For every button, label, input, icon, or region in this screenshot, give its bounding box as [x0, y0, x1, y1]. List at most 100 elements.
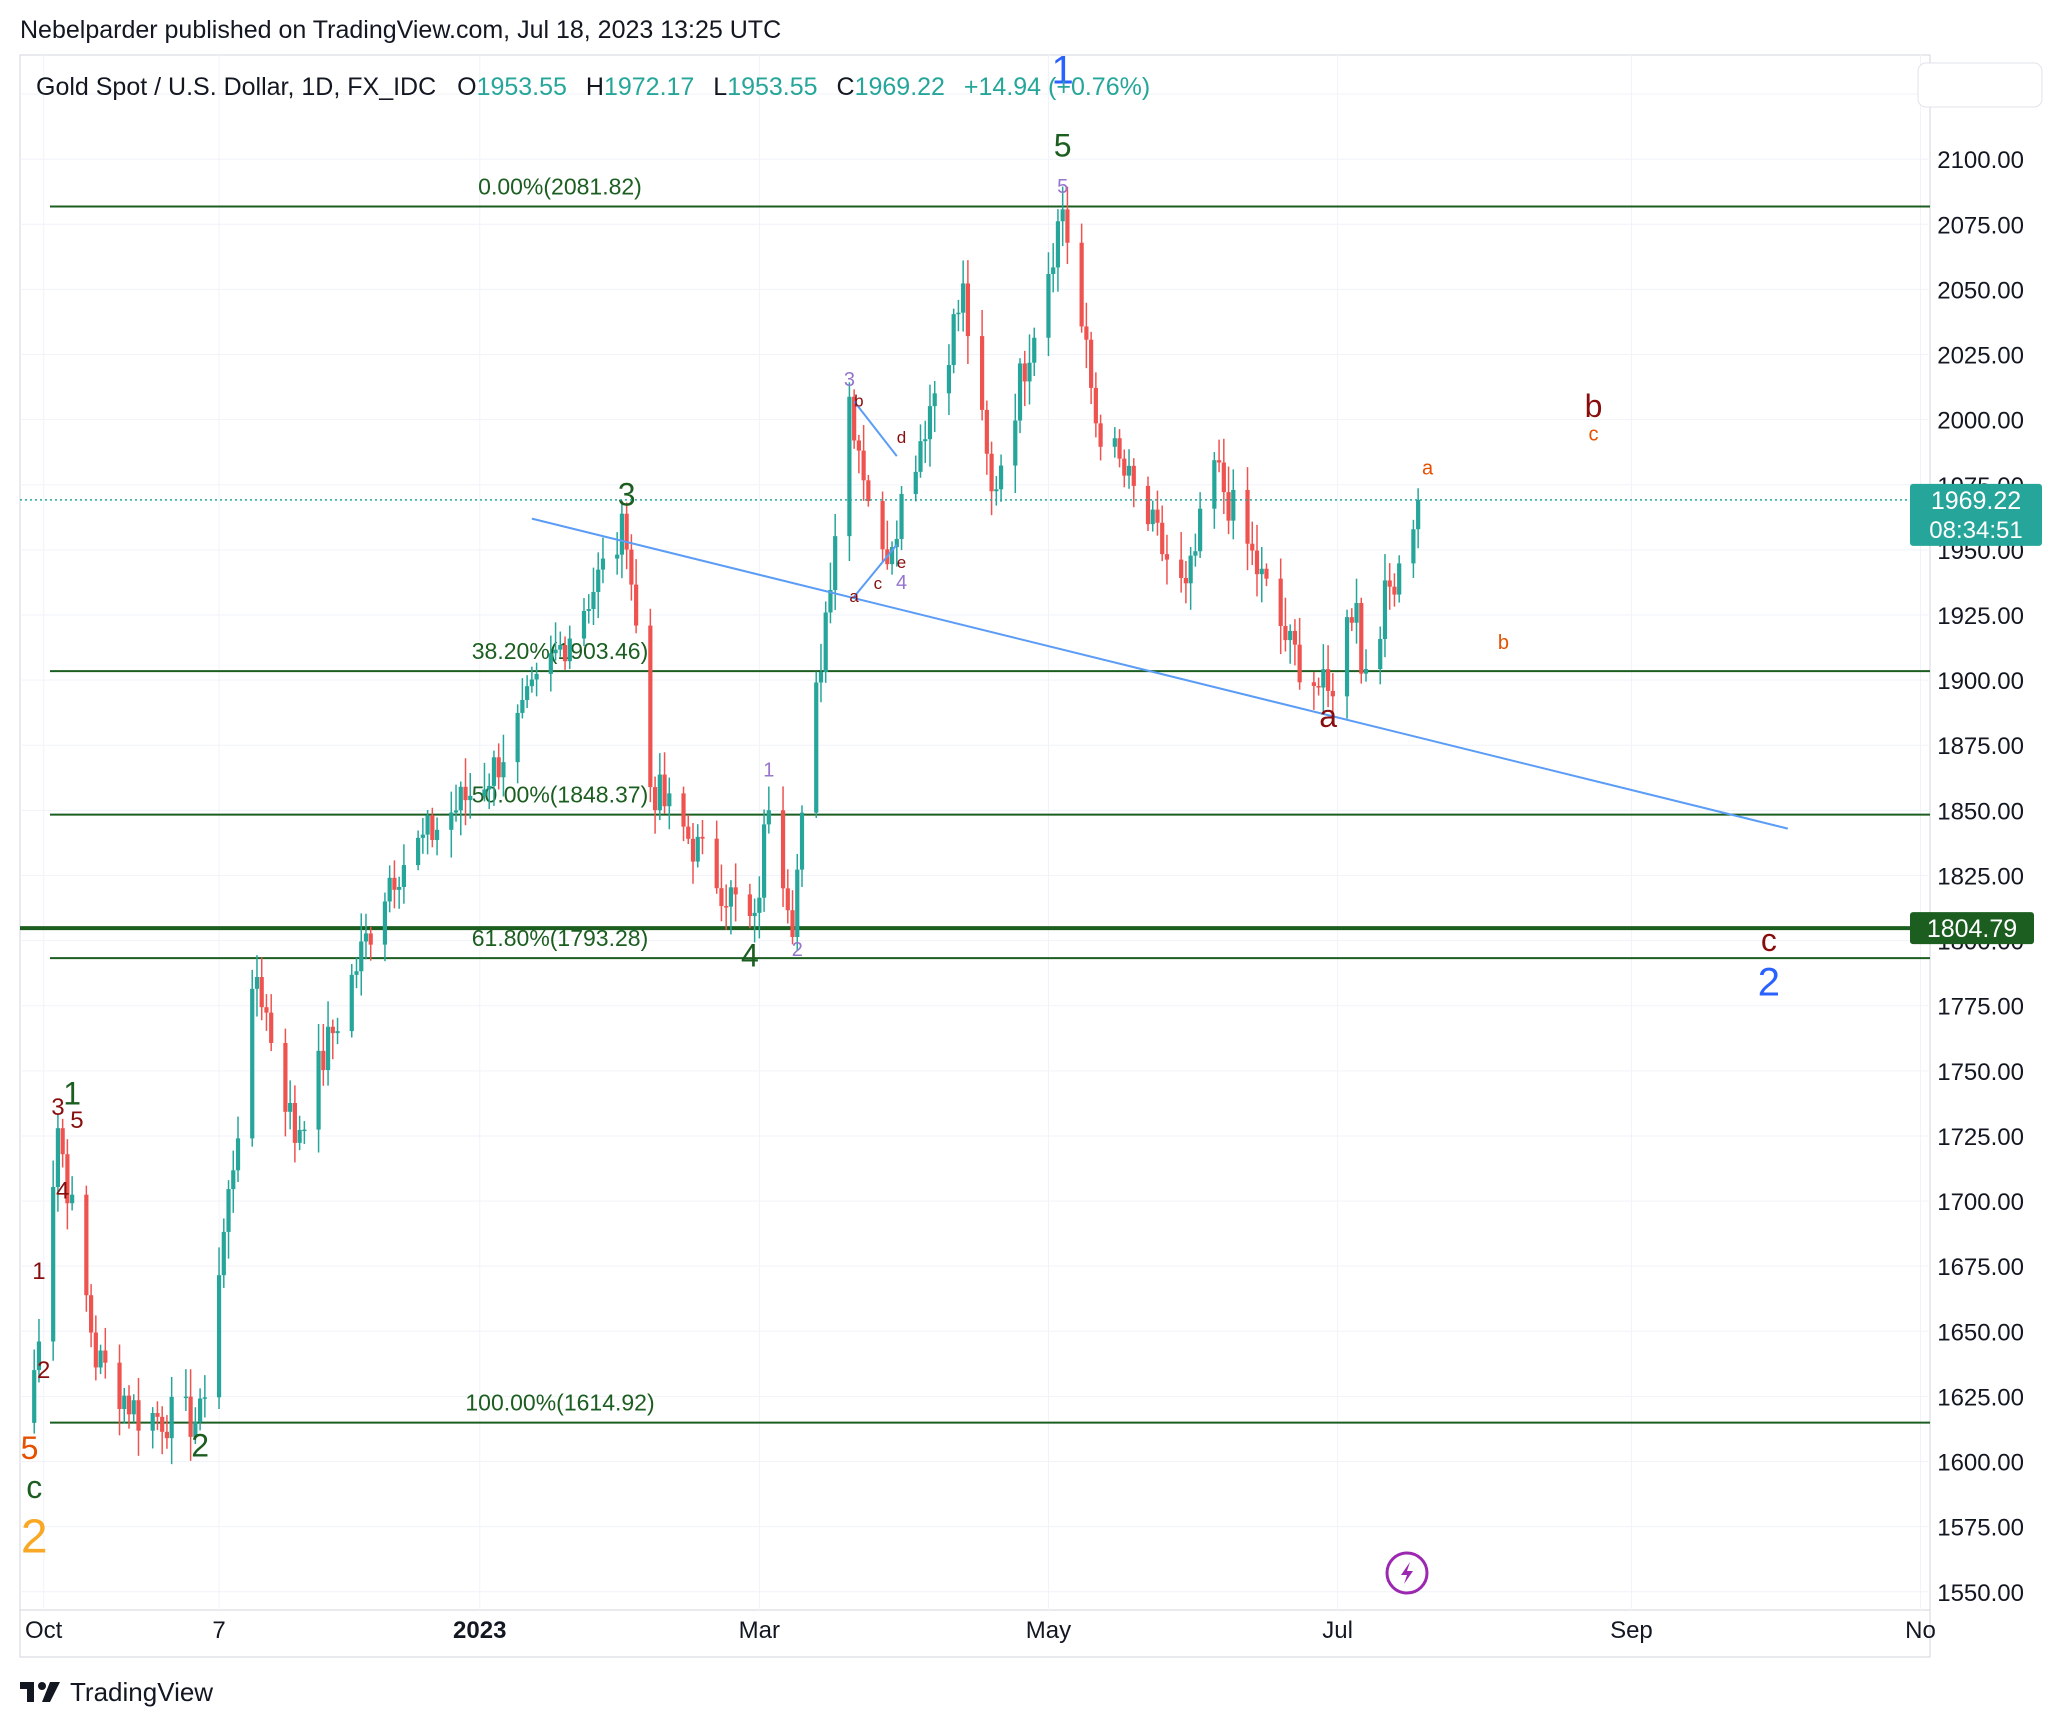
candle-body [1122, 458, 1127, 476]
price-tick-label: 2050.00 [1937, 277, 2024, 304]
candle-body [1160, 522, 1165, 555]
candle-body [548, 653, 553, 674]
candle-body [1411, 529, 1416, 564]
candle-body [1283, 625, 1288, 641]
candle-body [449, 812, 454, 830]
fib-retracement[interactable]: 0.00%(2081.82)38.20%(1903.46)50.00%(1848… [20, 174, 1930, 1424]
candle-body [918, 441, 923, 472]
candle-body [847, 396, 852, 537]
wave-label: c [874, 574, 883, 593]
wave-label: 5 [1057, 176, 1068, 198]
candle-body [932, 393, 937, 407]
time-tick-label: May [1026, 1617, 1071, 1644]
candle-body [98, 1350, 103, 1368]
last-price-badge: 1969.22 08:34:51 [1910, 483, 2042, 546]
candle-body [1349, 617, 1354, 623]
candle-body [667, 793, 672, 807]
candle-body [814, 682, 819, 813]
candle-body [529, 679, 534, 687]
candle-body [292, 1102, 297, 1143]
candle-body [1179, 559, 1184, 578]
candle-body [534, 673, 539, 680]
candle-body [496, 757, 501, 778]
candle-body [558, 645, 563, 650]
candle-body [126, 1395, 132, 1415]
candle-body [231, 1170, 236, 1190]
candle-body [160, 1416, 165, 1432]
candle-body [1098, 423, 1103, 447]
candle-body [525, 686, 530, 700]
publisher-line: Nebelparder published on TradingView.com… [20, 16, 782, 44]
time-tick-label: Jul [1322, 1617, 1353, 1644]
candle-body [852, 396, 857, 441]
candle-body [1382, 580, 1388, 639]
candle-body [392, 877, 397, 890]
triangle-line[interactable] [853, 544, 898, 598]
candle-body [652, 787, 658, 811]
legend-close-label: C [837, 73, 855, 101]
candle-body [1359, 603, 1364, 674]
candle-body [1117, 438, 1122, 459]
candle-body [387, 877, 392, 902]
candle-body [733, 887, 738, 895]
candle-body [1065, 209, 1070, 243]
candle-body [899, 493, 904, 539]
candle-body [714, 838, 719, 889]
candle-body [235, 1138, 241, 1171]
legend-low-label: L [713, 73, 727, 101]
time-tick-label: Oct [25, 1617, 63, 1644]
candle-body [596, 569, 601, 592]
grid-lines [20, 55, 1930, 1610]
candle-body [615, 554, 620, 559]
candle-body [335, 1031, 340, 1034]
triangle-line[interactable] [853, 400, 898, 457]
candle-body [1354, 603, 1359, 623]
legend-open: 1953.55 [477, 73, 567, 101]
tradingview-logo[interactable]: TradingView [20, 1672, 213, 1712]
wave-label: c [26, 1469, 42, 1505]
candle-body [624, 513, 629, 550]
settings-box[interactable] [1917, 62, 2043, 108]
price-axis[interactable]: 2125.002100.002075.002050.002025.002000.… [1937, 82, 2024, 1607]
candle-body [1221, 462, 1226, 493]
candle-body [520, 699, 525, 713]
candle-body [269, 1012, 274, 1043]
wave-label: e [897, 553, 906, 572]
candle-body [1155, 509, 1160, 523]
candle-body [60, 1128, 65, 1155]
candle-body [1046, 273, 1051, 338]
time-axis[interactable]: Oct 7 2023 Mar May Jul Sep No [25, 1617, 1936, 1644]
trendlines[interactable] [531, 400, 1789, 830]
candle-body [359, 941, 364, 972]
candle-body [1264, 568, 1269, 579]
candle-body [795, 869, 800, 938]
candle-body [36, 1341, 42, 1371]
candle-body [994, 489, 999, 492]
candle-body [491, 757, 497, 786]
candle-body [923, 439, 928, 442]
wave-label: 2 [21, 1511, 48, 1564]
candle-body [150, 1413, 155, 1431]
bar-countdown: 08:34:51 [1929, 517, 2022, 544]
candle-body [686, 826, 691, 839]
candle-body [420, 834, 425, 838]
candle-body [1231, 489, 1236, 521]
candle-body [354, 971, 359, 975]
candle-body [828, 589, 833, 613]
last-price-value: 1969.22 [1931, 487, 2021, 515]
wave-label: b [1498, 632, 1509, 654]
candle-body [70, 1194, 75, 1204]
wave-label: a [1422, 457, 1434, 479]
candle-body [482, 789, 487, 796]
candle-body [84, 1194, 89, 1296]
candle-body [1188, 555, 1193, 584]
candle-body [1226, 492, 1231, 521]
candle-body [752, 912, 757, 917]
lightning-icon[interactable] [1385, 1551, 1429, 1595]
candle-body [856, 440, 861, 451]
fib-level-label: 100.00%(1614.92) [465, 1390, 654, 1416]
candle-body [1051, 267, 1056, 274]
trendline[interactable] [531, 517, 1789, 830]
candle-body [1392, 586, 1397, 595]
